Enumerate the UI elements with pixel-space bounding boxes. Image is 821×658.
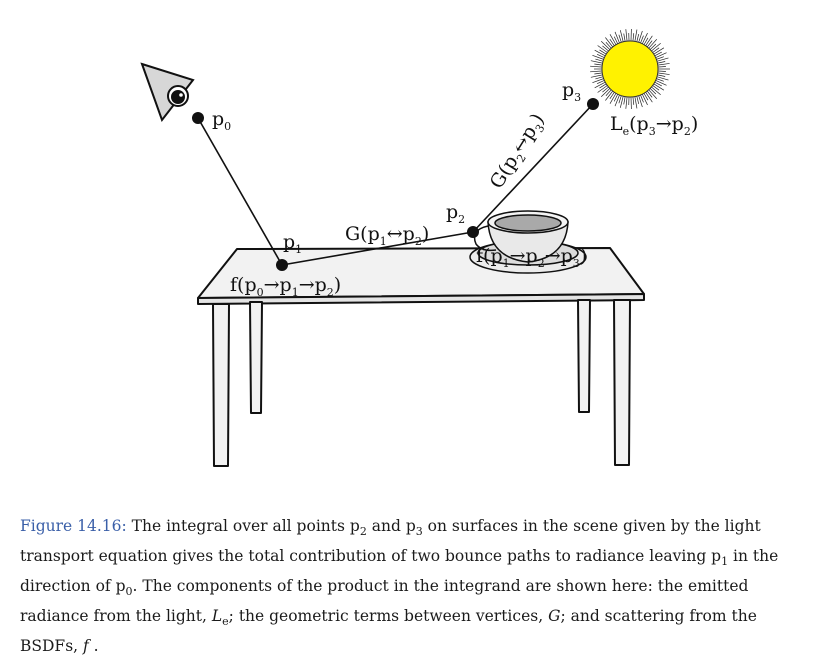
label-f-p0-p1-p2: f(p0→p1→p2): [230, 274, 341, 299]
label-g-p2-p3: G(p2↔p3): [486, 110, 552, 195]
label-le-p3-p2: Le(p3→p2): [610, 113, 698, 138]
vertex-p3: [587, 98, 599, 110]
figure-caption: Figure 14.16: The integral over all poin…: [20, 514, 810, 658]
label-p0: p0: [212, 108, 231, 133]
figure-number[interactable]: Figure 14.16:: [20, 517, 127, 535]
vertex-p1: [276, 259, 288, 271]
light-path-diagram: p0 p1 p2 p3 f(p0→p1→p2) G(p1↔p2) G(p2↔p3…: [0, 0, 821, 505]
label-g-p1-p2: G(p1↔p2): [345, 223, 429, 248]
segment-p0-p1: [198, 118, 282, 265]
label-p1: p1: [283, 231, 302, 256]
vertex-p2: [467, 226, 479, 238]
vertex-p0: [192, 112, 204, 124]
eye-icon: [142, 64, 193, 120]
label-f-p1-p2-p3: f(p1→p2→p3): [476, 245, 587, 270]
sun-disc: [602, 41, 658, 97]
label-p2: p2: [446, 201, 465, 226]
label-p3: p3: [562, 79, 581, 104]
